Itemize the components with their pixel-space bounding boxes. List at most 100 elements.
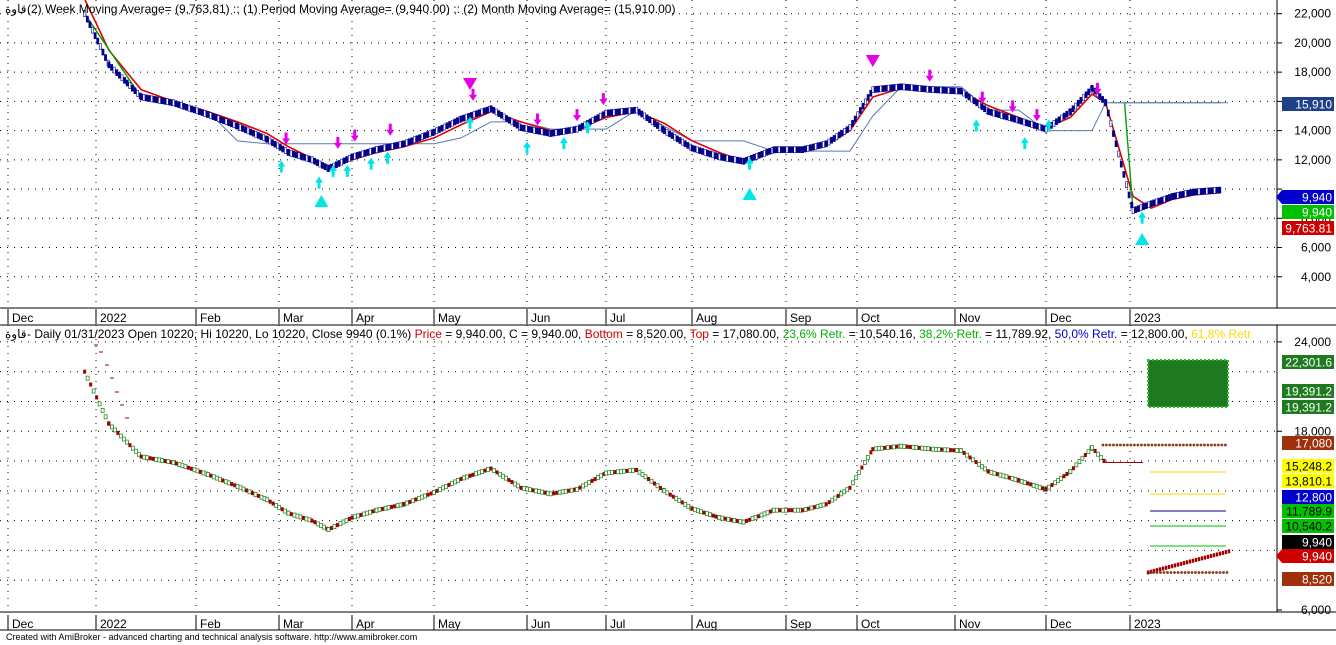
price-bar [292, 150, 296, 158]
price-bar [1055, 118, 1058, 125]
candle-up [238, 485, 243, 491]
price-bar [131, 84, 134, 92]
candle-down [426, 492, 430, 497]
candle-down [447, 482, 451, 487]
price-bar [107, 61, 111, 69]
candle-down [745, 518, 749, 523]
candle-down [602, 472, 606, 477]
candle-up [180, 463, 185, 469]
top-y-ticks: 4,0006,0008,00012,00014,00018,00020,0002… [1277, 7, 1331, 284]
buy-arrow-marker [367, 157, 376, 170]
bottom-price-tag-bg [1282, 436, 1334, 450]
price-bar [112, 66, 116, 74]
candle-down [359, 512, 363, 517]
price-bar [190, 105, 194, 113]
candle-2023 [1167, 564, 1171, 569]
sell-arrow-marker [1032, 109, 1041, 122]
candle-2023 [1209, 554, 1213, 559]
bottom-x-tick-label: Aug [696, 617, 717, 631]
top-title: (2) Week Moving Average= (9,763.81) :: (… [27, 2, 675, 16]
candle-2023 [1224, 550, 1228, 555]
candle-up [631, 467, 635, 473]
candle-down [381, 506, 385, 511]
candle-up [486, 467, 490, 472]
price-bar [313, 157, 317, 165]
price-bar [120, 74, 124, 82]
price-bar [530, 126, 533, 134]
price-bar [477, 109, 481, 117]
buy-arrow-marker [972, 119, 981, 132]
candle-down [748, 517, 752, 522]
candle-down [949, 448, 953, 453]
price-bar [845, 126, 849, 133]
top-x-tick-label: Dec [12, 311, 33, 325]
price-bar [711, 151, 715, 159]
price-bar [276, 142, 280, 150]
top-level-dot [1122, 443, 1126, 447]
price-bar [1007, 114, 1011, 121]
month-ma-line [207, 86, 1221, 152]
price-bar [388, 143, 392, 151]
price-bar [355, 152, 359, 159]
price-bar [179, 102, 183, 109]
price-bar [1130, 201, 1134, 209]
price-bar [670, 132, 674, 139]
bottom-price-tag-bg [1276, 549, 1334, 563]
price-bar [1010, 115, 1014, 122]
top-price-tag-bg [1282, 205, 1334, 219]
price-bar [254, 131, 258, 138]
candle-up [283, 508, 288, 514]
price-bar [1202, 187, 1206, 195]
candle-down [301, 515, 305, 520]
candle-down [289, 512, 293, 517]
price-bar [656, 122, 659, 129]
bottom-level-dot [1225, 571, 1229, 574]
candle-up [833, 495, 838, 501]
price-bar [954, 87, 958, 95]
candle-down [940, 447, 944, 452]
price-bar [256, 132, 260, 139]
top-plot-area [0, 0, 1277, 308]
price-bar [1178, 191, 1182, 199]
candle-down [968, 455, 972, 460]
price-bar [244, 126, 247, 133]
price-bar [1082, 94, 1085, 101]
price-bar [920, 85, 924, 92]
period-ma-line [84, 13, 142, 98]
candle-up [628, 468, 632, 474]
price-bar [989, 109, 993, 116]
price-bar [1101, 96, 1104, 103]
candle-down [883, 445, 887, 450]
top-level-dot [1189, 443, 1192, 447]
sell-arrow-marker [282, 132, 291, 145]
candle-down [653, 481, 657, 486]
bottom-title-part: 38,2% Retr. [919, 327, 982, 341]
price-bar [410, 137, 414, 145]
candle-down [869, 450, 873, 455]
candle-up [411, 498, 415, 504]
top-markers [277, 55, 1150, 245]
candle-up [91, 388, 96, 394]
bottom-price-tag-bg [1282, 459, 1334, 473]
candle-up [386, 505, 391, 510]
candle-2023 [1173, 563, 1177, 568]
price-bar [559, 128, 563, 136]
candle-up [885, 445, 890, 450]
candle-down [429, 491, 433, 496]
bottom-price-tag-label: 8,520 [1302, 573, 1332, 587]
buy-arrow-marker [343, 164, 352, 177]
top-x-tick-label: Oct [861, 311, 880, 325]
price-bar [361, 150, 364, 158]
candle-up [480, 469, 484, 475]
candle-up [920, 445, 925, 451]
candle-up [1004, 474, 1009, 480]
top-y-tick-label: 14,000 [1294, 124, 1331, 138]
candle-up [965, 452, 969, 458]
price-bar [271, 139, 274, 146]
candle-2023 [1212, 553, 1216, 558]
price-bar [405, 139, 409, 147]
candle-down [680, 500, 684, 505]
candle-down [1050, 482, 1054, 487]
price-bar [448, 121, 452, 128]
price-bar [1200, 188, 1203, 195]
